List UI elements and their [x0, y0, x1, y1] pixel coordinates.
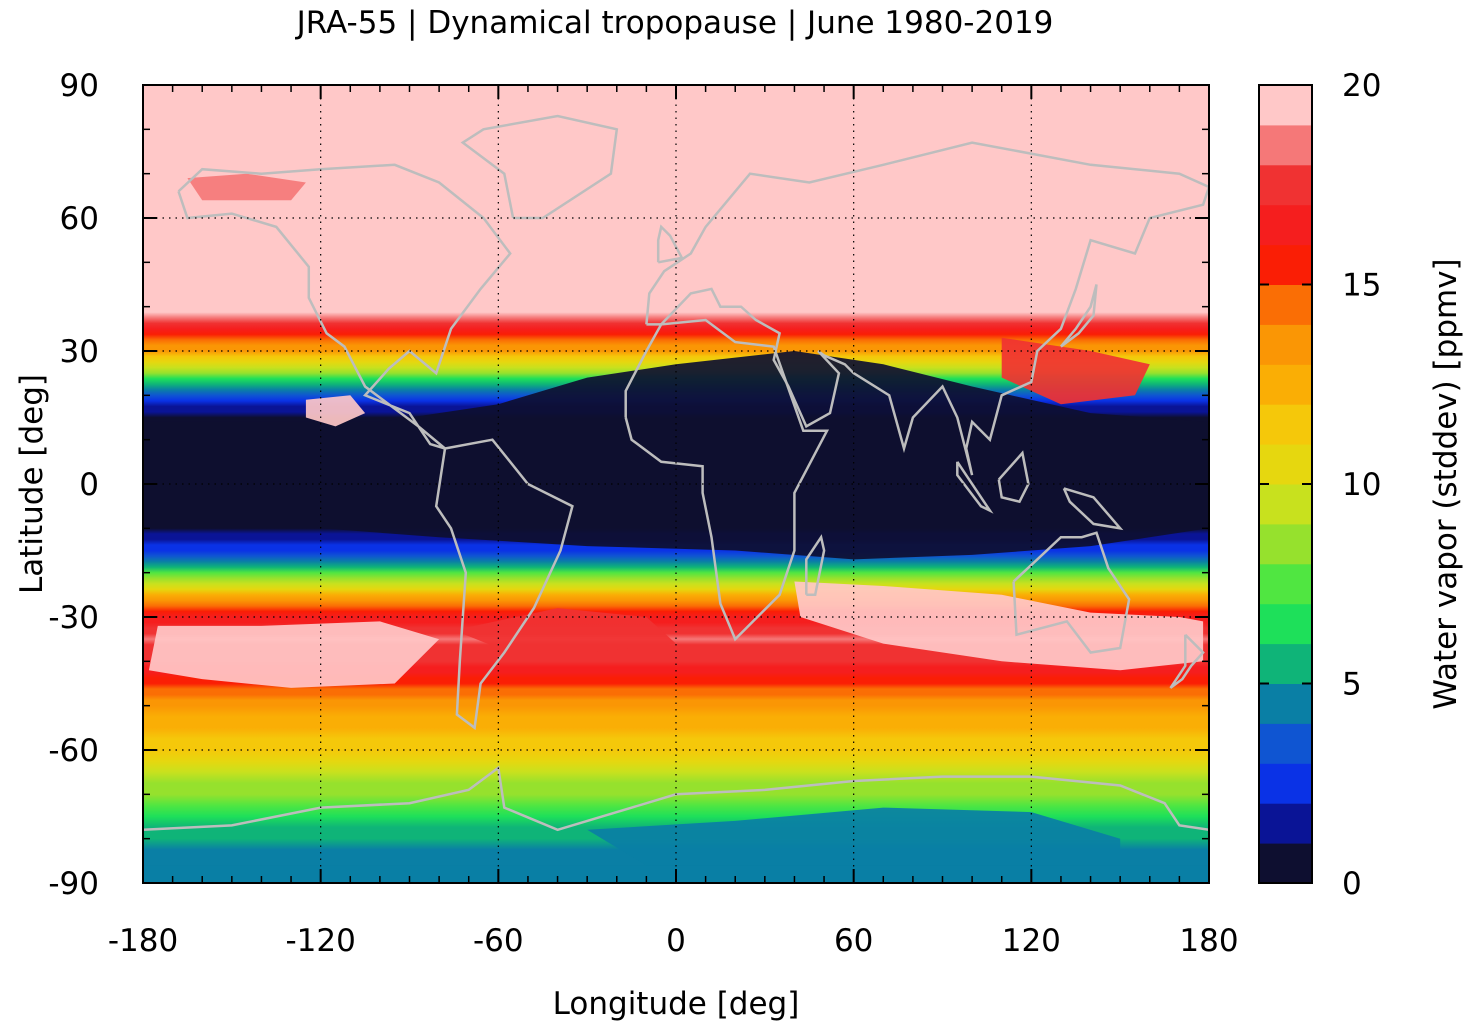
grid-lines [143, 85, 1209, 883]
colorbar-label: Water vapor (stddev) [ppmv] [1428, 258, 1464, 709]
coastline-eurasia [645, 141, 1209, 476]
x-tick-label: 60 [834, 923, 873, 959]
colorbar-tick-label: 20 [1342, 68, 1381, 104]
colorbar-swatch [1259, 723, 1312, 764]
colorbar-tick-label: 5 [1342, 667, 1362, 703]
coastline-borneo [997, 450, 1030, 504]
y-tick-label: 30 [60, 334, 99, 370]
colorbar-ticks: 0 5 10 15 20 [1259, 68, 1381, 902]
coastline-new-zealand [1169, 633, 1205, 689]
y-tick-label: 60 [60, 201, 99, 237]
colorbar-swatch [1259, 523, 1312, 565]
coastline-uk [656, 224, 684, 264]
x-tick-label: -180 [108, 923, 178, 959]
colorbar-swatch [1259, 563, 1312, 605]
x-axis-ticks: -180 -120 -60 0 60 120 180 [108, 85, 1239, 959]
coastline-africa [624, 318, 830, 642]
colorbar-swatch [1259, 843, 1312, 884]
colorbar-swatch [1259, 643, 1312, 684]
coastline-australia [1012, 531, 1131, 654]
y-axis-label: Latitude [deg] [14, 374, 50, 594]
coastline-south-america [434, 438, 574, 731]
colorbar-swatch [1259, 85, 1312, 126]
colorbar-swatch [1259, 683, 1312, 724]
y-tick-label: -30 [48, 600, 99, 636]
y-tick-label: 90 [60, 68, 99, 104]
colorbar-tick-label: 0 [1342, 866, 1362, 902]
colorbar-swatch [1259, 404, 1312, 445]
coastline-japan [1059, 284, 1098, 348]
y-tick-label: -90 [48, 866, 99, 902]
x-tick-label: 180 [1179, 923, 1238, 959]
heatmap-patch-7 [587, 807, 1121, 875]
coastlines [143, 114, 1209, 832]
colorbar-swatch [1259, 364, 1312, 405]
coastline-madagascar [805, 534, 826, 597]
heatmap-patch-2 [794, 581, 1204, 671]
coastline-sumatra [956, 461, 994, 514]
heatmap-patch-0 [143, 351, 1209, 560]
heatmap-patch-4 [187, 173, 306, 201]
colorbar-swatch [1259, 284, 1312, 325]
colorbar-swatches [1259, 85, 1312, 884]
colorbar-swatch [1259, 124, 1312, 166]
chart-title: JRA-55 | Dynamical tropopause | June 198… [295, 5, 1054, 41]
coastline-north-america [177, 163, 512, 450]
x-tick-label: 120 [1002, 923, 1061, 959]
heatmap-patch-6 [1001, 337, 1150, 405]
colorbar-swatch [1259, 763, 1312, 804]
colorbar-swatch [1259, 324, 1312, 365]
x-tick-label: -120 [285, 923, 355, 959]
colorbar-swatch [1259, 603, 1312, 645]
colorbar-tick-label: 15 [1342, 268, 1381, 304]
y-tick-label: -60 [48, 733, 99, 769]
x-tick-label: -60 [473, 923, 524, 959]
plot-area: -180 -120 -60 0 60 120 180 90 60 30 0 -30 -60 -90 [48, 68, 1238, 959]
colorbar-tick-label: 10 [1342, 467, 1381, 503]
colorbar-swatch [1259, 164, 1312, 206]
colorbar-swatch [1259, 204, 1312, 246]
colorbar-swatch [1259, 244, 1312, 285]
colorbar-swatch [1259, 444, 1312, 485]
heatmap-patch-5 [305, 395, 366, 427]
coastline-antarctica [143, 765, 1209, 832]
x-tick-label: 0 [666, 923, 686, 959]
coastline-new-guinea [1062, 487, 1124, 531]
heatmap-patch-3 [453, 608, 676, 653]
colorbar: 0 5 10 15 20 Water vapor (stddev) [ppmv] [1258, 68, 1464, 902]
coastline-greenland [460, 114, 619, 220]
y-axis-ticks: 90 60 30 0 -30 -60 -90 [48, 68, 1209, 902]
x-axis-label: Longitude [deg] [553, 986, 800, 1022]
colorbar-swatch [1259, 803, 1312, 844]
y-tick-label: 0 [79, 467, 99, 503]
heatmap-patch-1 [148, 621, 440, 688]
colorbar-swatch [1259, 484, 1312, 525]
